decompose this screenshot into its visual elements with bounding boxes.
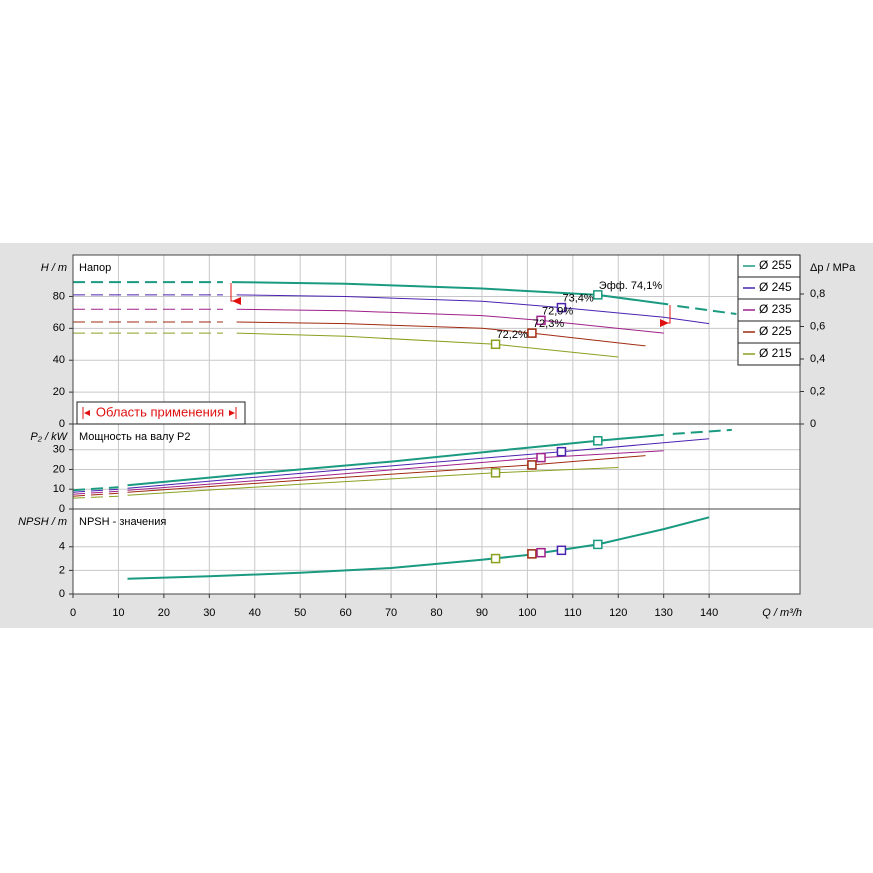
y-tick-label: 10 (53, 483, 65, 495)
operating-point (593, 290, 603, 300)
series-line (231, 281, 669, 306)
operating-point (490, 339, 501, 350)
series-line (672, 428, 732, 435)
operating-point (536, 547, 546, 558)
y2-axis-label: Δp / MPa (810, 262, 856, 274)
y-tick-label: 60 (53, 322, 65, 334)
series-line (72, 495, 119, 499)
series-line (236, 294, 710, 325)
operating-point (593, 436, 603, 446)
series-line (127, 467, 619, 496)
y-axis-label: P₂ / kW (30, 431, 68, 443)
panel-title: Мощность на валу P2 (79, 431, 191, 443)
operating-point (490, 553, 501, 564)
x-tick-label: 140 (700, 607, 718, 619)
efficiency-label: 72,2% (497, 329, 528, 341)
operating-point (556, 545, 567, 556)
annotation: Область применения (96, 404, 224, 419)
operating-point (490, 468, 501, 478)
series-line (127, 450, 664, 491)
x-tick-label: 120 (609, 607, 627, 619)
legend-label: Ø 255 (759, 258, 792, 272)
y2-tick-label: 0 (810, 418, 816, 430)
y2-tick-label: 0,6 (810, 320, 825, 332)
legend-label: Ø 235 (759, 302, 792, 316)
efficiency-label: 72,9% (542, 305, 573, 317)
series-line (72, 492, 119, 497)
series-line (236, 308, 664, 334)
series-line (72, 486, 119, 492)
y-tick-label: 0 (59, 418, 65, 430)
x-tick-label: 40 (249, 607, 261, 619)
efficiency-label: 73,4% (562, 293, 593, 305)
range-annotation: Область применения (76, 283, 671, 425)
x-tick-label: 0 (70, 607, 76, 619)
series-line (127, 438, 710, 489)
x-tick-label: 110 (564, 607, 582, 619)
operating-point (556, 302, 567, 313)
legend-label: Ø 215 (759, 346, 792, 360)
y-tick-label: 30 (53, 444, 65, 456)
y-tick-label: 2 (59, 564, 65, 576)
series-line (236, 321, 646, 347)
y2-tick-label: 0,4 (810, 353, 825, 365)
operating-point (536, 315, 546, 326)
x-tick-label: 90 (476, 607, 488, 619)
series-line (127, 455, 646, 493)
series-line (127, 516, 710, 580)
x-axis-label: Q / m³/h (762, 607, 802, 619)
operating-point (593, 539, 603, 550)
series-line (72, 488, 119, 493)
y-tick-label: 20 (53, 463, 65, 475)
y-tick-label: 4 (59, 541, 65, 553)
y-tick-label: 0 (59, 503, 65, 515)
y-tick-label: 40 (53, 354, 65, 366)
plot-frame (72, 508, 801, 595)
x-tick-label: 100 (518, 607, 536, 619)
y2-tick-label: 0,8 (810, 288, 825, 300)
series-line (236, 332, 619, 358)
operating-point (556, 446, 567, 457)
operating-point (527, 328, 537, 338)
efficiency-label: Эфф. 74,1% (599, 280, 663, 292)
series-line (72, 490, 119, 495)
panel-title: NPSH - значения (79, 516, 166, 528)
operating-point (527, 460, 537, 470)
series-line (677, 305, 737, 315)
operating-point (527, 549, 537, 559)
y-axis-label: H / m (41, 262, 67, 274)
panel-title: Напор (79, 262, 111, 274)
y-tick-label: 80 (53, 290, 65, 302)
x-tick-label: 10 (112, 607, 124, 619)
x-tick-label: 70 (385, 607, 397, 619)
series-line (127, 433, 664, 487)
x-tick-label: 30 (203, 607, 215, 619)
legend-label: Ø 245 (759, 280, 792, 294)
x-tick-label: 130 (655, 607, 673, 619)
x-tick-label: 50 (294, 607, 306, 619)
y-tick-label: 0 (59, 588, 65, 600)
x-tick-label: 20 (158, 607, 170, 619)
y2-tick-label: 0,2 (810, 385, 825, 397)
operating-point (536, 452, 546, 463)
efficiency-label: 72,3% (533, 318, 564, 330)
y-axis-label: NPSH / m (18, 516, 67, 528)
legend-label: Ø 225 (759, 324, 792, 338)
y-tick-label: 20 (53, 386, 65, 398)
x-tick-label: 60 (340, 607, 352, 619)
x-tick-label: 80 (430, 607, 442, 619)
